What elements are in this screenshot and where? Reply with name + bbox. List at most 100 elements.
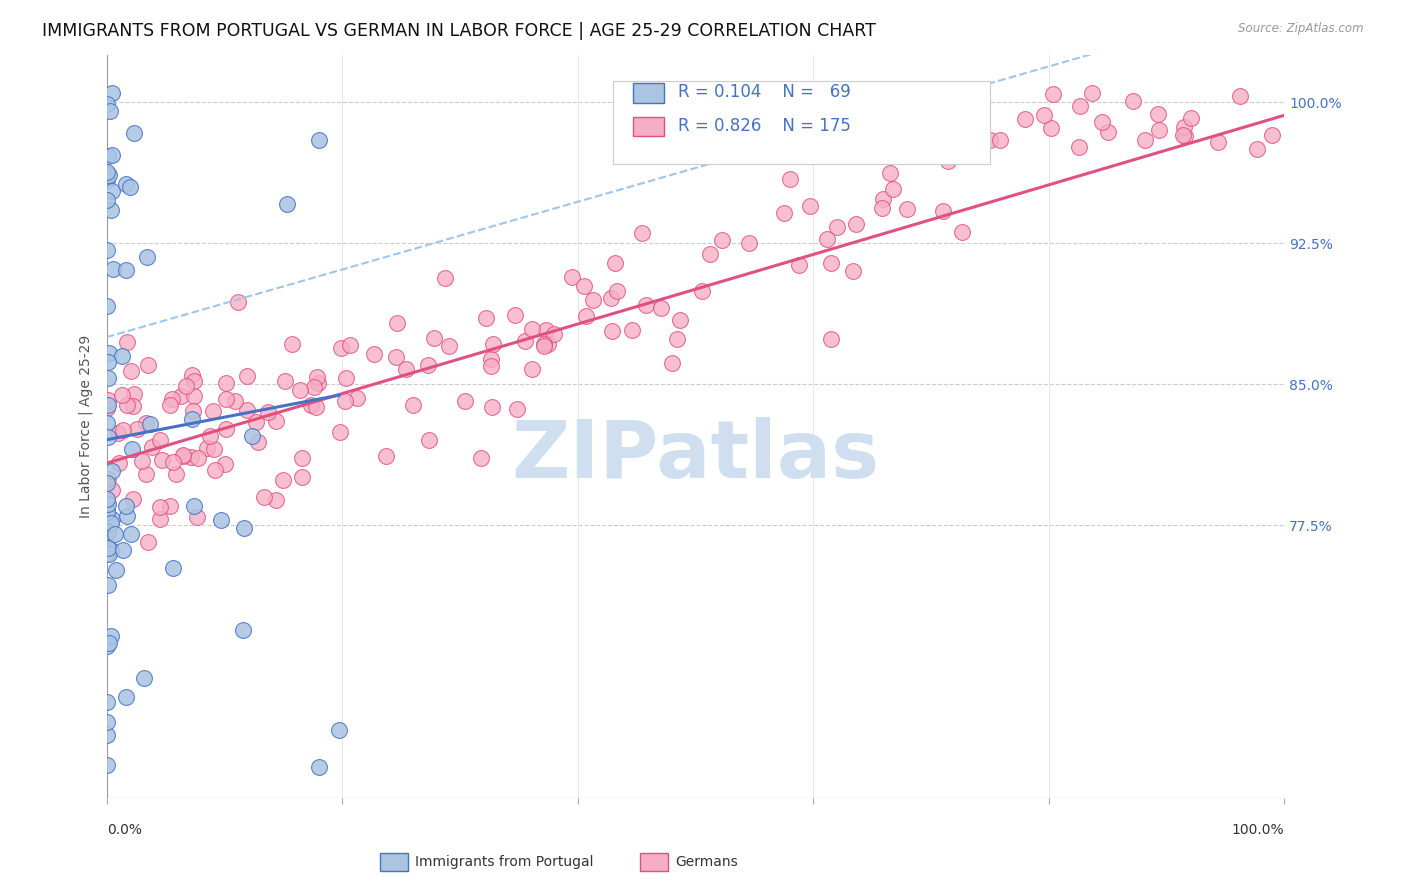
Point <box>308 133 330 147</box>
Point <box>290 470 312 484</box>
Point <box>96 524 118 538</box>
Point <box>738 236 761 251</box>
Point <box>1261 128 1284 142</box>
Point <box>174 379 197 393</box>
Point <box>96 97 118 112</box>
Point <box>135 416 157 430</box>
Point <box>101 86 124 100</box>
Point <box>281 336 304 351</box>
Point <box>96 503 118 517</box>
Point <box>946 130 969 145</box>
Point <box>572 279 595 293</box>
Point <box>482 336 505 351</box>
Point <box>335 370 357 384</box>
Point <box>149 433 172 447</box>
Point <box>124 126 146 140</box>
Point <box>825 219 848 234</box>
Point <box>520 361 543 376</box>
Point <box>288 383 311 397</box>
Point <box>96 695 118 709</box>
Point <box>630 226 652 240</box>
Point <box>253 490 276 504</box>
Point <box>115 509 138 524</box>
Point <box>96 193 118 207</box>
Point <box>395 362 418 376</box>
Point <box>96 244 118 258</box>
Point <box>150 453 173 467</box>
Point <box>162 455 184 469</box>
Point <box>195 441 218 455</box>
Point <box>936 153 959 168</box>
Point <box>560 269 582 284</box>
Point <box>276 197 298 211</box>
Point <box>418 433 440 447</box>
Point <box>96 476 118 491</box>
Point <box>582 293 605 308</box>
Point <box>475 310 498 325</box>
Point <box>180 412 202 426</box>
Point <box>1206 135 1229 149</box>
Point <box>402 398 425 412</box>
Point <box>433 270 456 285</box>
Point <box>226 294 249 309</box>
Text: R = 0.104    N =   69: R = 0.104 N = 69 <box>678 83 851 101</box>
Point <box>215 422 238 436</box>
Point <box>170 389 193 403</box>
Point <box>215 376 238 390</box>
Point <box>950 225 973 239</box>
Point <box>1133 133 1156 147</box>
Point <box>842 264 865 278</box>
Point <box>100 202 122 217</box>
Point <box>533 337 555 351</box>
Point <box>305 400 328 414</box>
Point <box>209 513 232 527</box>
Point <box>240 429 263 443</box>
Point <box>183 389 205 403</box>
Point <box>215 392 238 406</box>
Point <box>236 369 259 384</box>
Point <box>274 374 297 388</box>
Point <box>97 472 120 486</box>
Point <box>187 450 209 465</box>
Point <box>162 561 184 575</box>
Point <box>606 285 628 299</box>
Point <box>198 429 221 443</box>
Point <box>291 451 314 466</box>
Point <box>101 148 124 162</box>
Text: Immigrants from Portugal: Immigrants from Portugal <box>415 855 593 869</box>
Point <box>699 247 721 261</box>
Point <box>271 473 294 487</box>
Point <box>159 398 181 412</box>
Text: 0.0%: 0.0% <box>107 822 142 837</box>
Point <box>97 541 120 555</box>
Point <box>513 334 536 348</box>
Point <box>305 369 328 384</box>
Point <box>979 132 1001 146</box>
Point <box>120 180 142 194</box>
Point <box>120 364 142 378</box>
Point <box>97 398 120 412</box>
Point <box>1040 120 1063 135</box>
Point <box>661 356 683 370</box>
Point <box>233 521 256 535</box>
Point <box>304 380 326 394</box>
Point <box>897 128 920 142</box>
Point <box>1174 128 1197 143</box>
Point <box>914 147 936 161</box>
Point <box>101 483 124 497</box>
Point <box>245 415 267 429</box>
Point <box>186 509 208 524</box>
Point <box>470 451 492 466</box>
Point <box>266 414 288 428</box>
Point <box>100 543 122 558</box>
Point <box>385 316 408 330</box>
Text: ZIPatlas: ZIPatlas <box>512 417 880 495</box>
Point <box>232 624 254 638</box>
Point <box>329 425 352 439</box>
Point <box>952 140 974 154</box>
Point <box>97 371 120 385</box>
Point <box>180 450 202 464</box>
Point <box>114 177 136 191</box>
Point <box>815 232 838 246</box>
Point <box>120 527 142 541</box>
